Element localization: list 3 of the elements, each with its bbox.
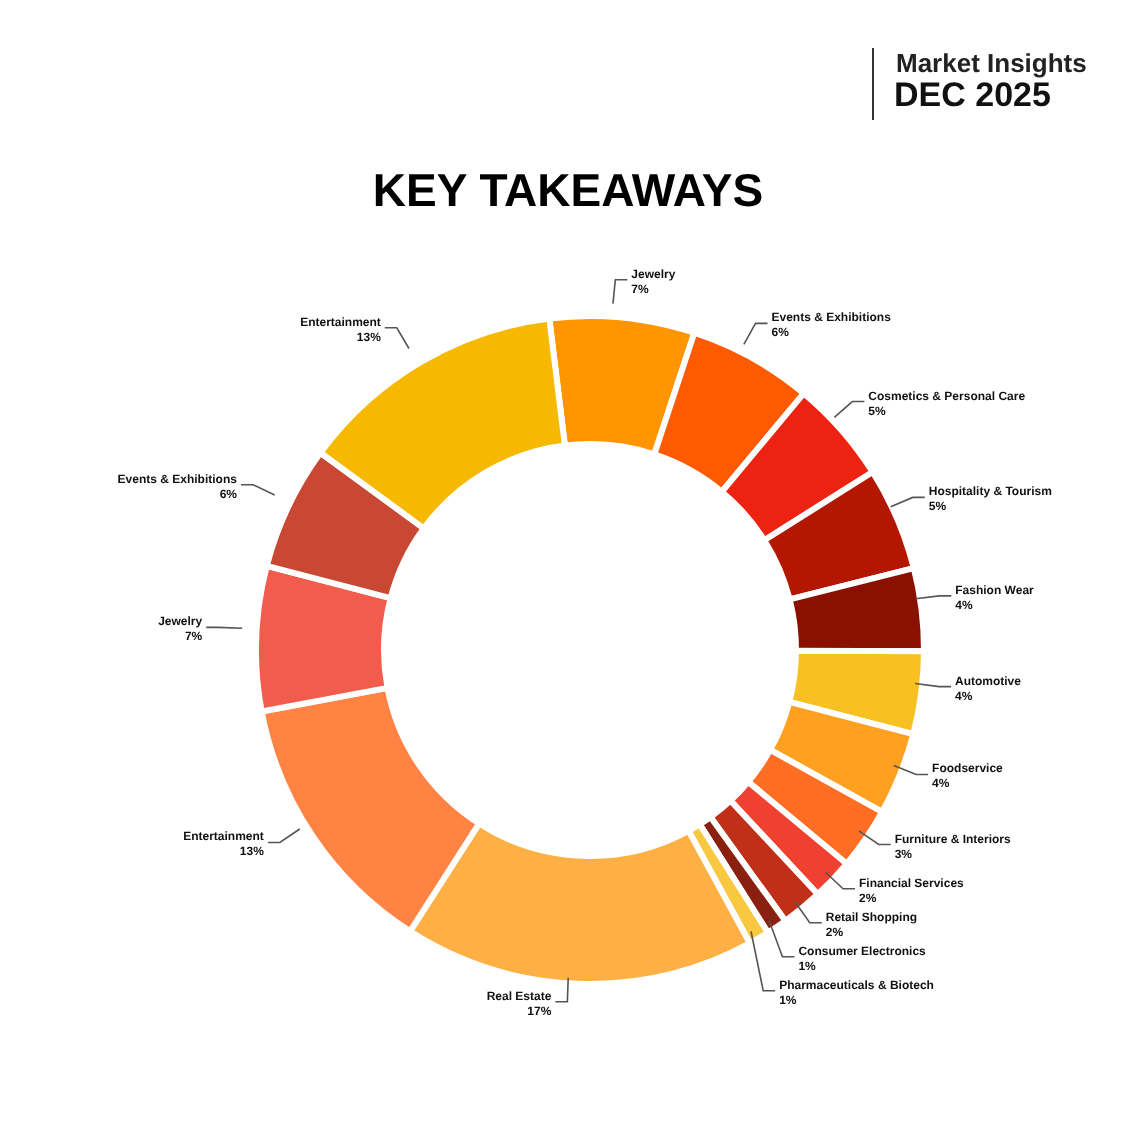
chart-title: KEY TAKEAWAYS bbox=[370, 164, 766, 218]
text: DEC 2025 bbox=[894, 76, 1051, 116]
text: Market Insights bbox=[896, 48, 1087, 78]
